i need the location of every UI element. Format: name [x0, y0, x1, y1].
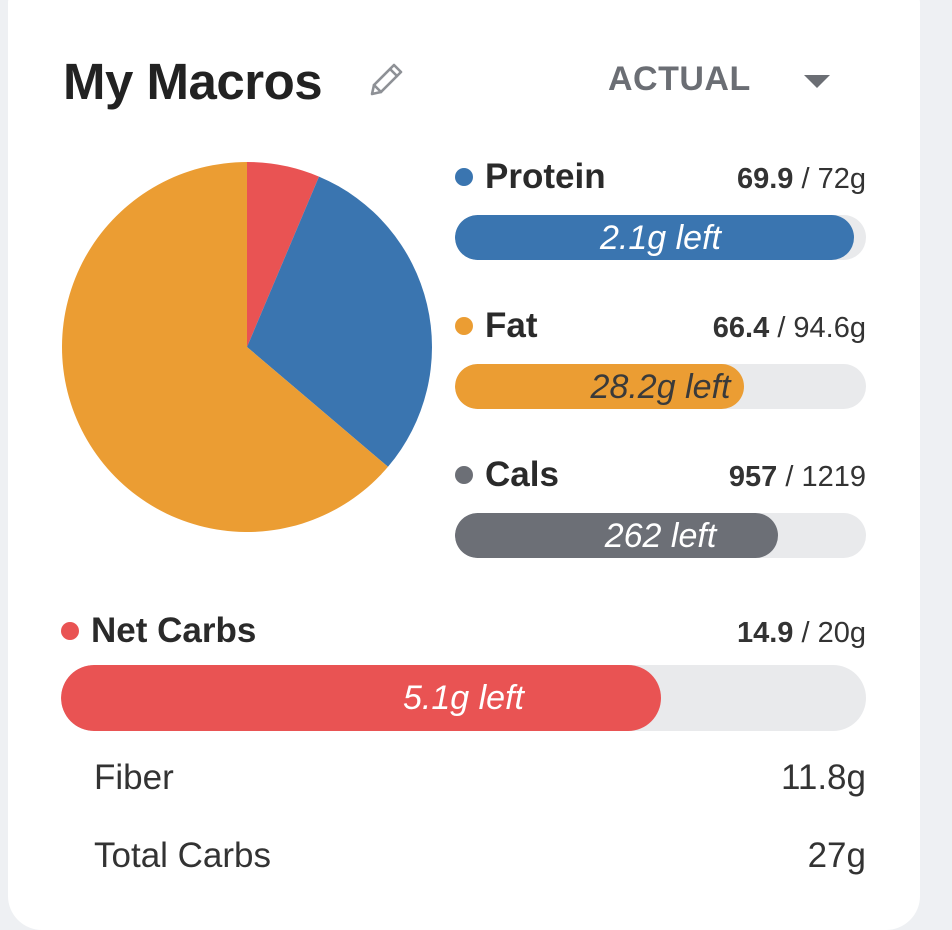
fat-value: 66.4 / 94.6g	[712, 312, 866, 344]
pie-slice-net-carbs	[247, 162, 319, 347]
cals-remaining: 262 left	[604, 517, 717, 555]
macros-pie-chart	[62, 162, 432, 532]
protein-progress-bar: 2.1g left	[455, 215, 866, 260]
cals-progress-bar: 262 left	[455, 513, 866, 558]
net-carbs-value: 14.9 / 20g	[736, 617, 866, 649]
cals-label: Cals	[485, 455, 559, 494]
fat-progress-fill	[455, 364, 744, 409]
protein-label: Protein	[485, 157, 606, 196]
net-carbs-label: Net Carbs	[91, 611, 257, 650]
macro-cals: Cals 957 / 1219 262 left	[455, 453, 866, 558]
protein-progress-fill	[455, 215, 855, 260]
cals-value: 957 / 1219	[728, 461, 866, 493]
total-carbs-row: Total Carbs 27g	[94, 834, 866, 878]
total-carbs-value: 27g	[807, 836, 866, 875]
pie-slice-fat	[62, 162, 388, 532]
fiber-row: Fiber 11.8g	[94, 756, 866, 800]
pie-slice-protein	[247, 176, 432, 467]
chevron-down-icon[interactable]	[802, 72, 832, 90]
fiber-label: Fiber	[94, 758, 174, 797]
cals-dot	[455, 466, 473, 484]
fat-label: Fat	[485, 306, 538, 345]
total-carbs-label: Total Carbs	[94, 836, 272, 875]
net-carbs-dot	[61, 622, 79, 640]
fat-dot	[455, 317, 473, 335]
cals-progress-fill	[455, 513, 778, 558]
protein-remaining: 2.1g left	[600, 219, 721, 257]
macro-fat: Fat 66.4 / 94.6g 28.2g left	[455, 304, 866, 409]
pencil-icon[interactable]	[362, 58, 408, 104]
protein-value: 69.9 / 72g	[736, 163, 866, 195]
macro-net-carbs: Net Carbs 14.9 / 20g 5.1g left	[61, 609, 866, 731]
page-title: My Macros	[63, 53, 323, 110]
protein-dot	[455, 168, 473, 186]
fat-progress-bar: 28.2g left	[455, 364, 866, 409]
mode-dropdown[interactable]: ACTUAL	[608, 60, 751, 98]
macro-protein: Protein 69.9 / 72g 2.1g left	[455, 155, 866, 260]
fiber-value: 11.8g	[781, 758, 866, 797]
net-carbs-progress-bar: 5.1g left	[61, 665, 866, 731]
fat-remaining: 28.2g left	[590, 368, 731, 406]
net-carbs-remaining: 5.1g left	[403, 679, 524, 717]
net-carbs-progress-fill	[61, 665, 661, 731]
